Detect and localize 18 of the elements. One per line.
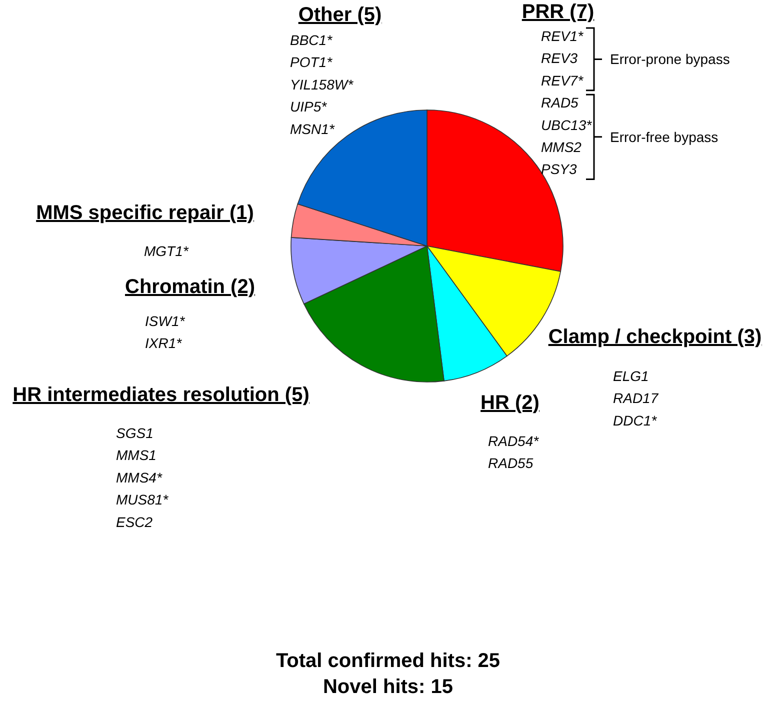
text: REV1* REV3 REV7* RAD5 UBC13* MMS2 PSY3: [541, 28, 592, 178]
text: ISW1* IXR1*: [145, 313, 186, 352]
text: Novel hits: 15: [322, 676, 454, 698]
slice-label: Other (5): [298, 4, 382, 26]
text: SGS1 MMS1 MMS4* MUS81* ESC2: [116, 425, 169, 530]
slice-label: HR (2): [480, 392, 540, 414]
text: BBC1* POT1* YIL158W* UIP5* MSN1*: [290, 32, 354, 137]
slice-label: Chromatin (2): [125, 276, 255, 298]
slice-label: HR intermediates resolution (5): [12, 384, 310, 406]
text: Error-prone bypass: [610, 51, 730, 68]
text: Total confirmed hits: 25: [276, 650, 500, 672]
slice-label: MMS specific repair (1): [36, 202, 254, 224]
text: ELG1 RAD17 DDC1*: [613, 368, 660, 428]
text: MGT1*: [144, 243, 189, 259]
slice-label: Clamp / checkpoint (3): [548, 326, 762, 348]
text: RAD54* RAD55: [488, 433, 540, 472]
text: Error-free bypass: [610, 128, 718, 145]
slice-label: PRR (7): [522, 1, 594, 23]
